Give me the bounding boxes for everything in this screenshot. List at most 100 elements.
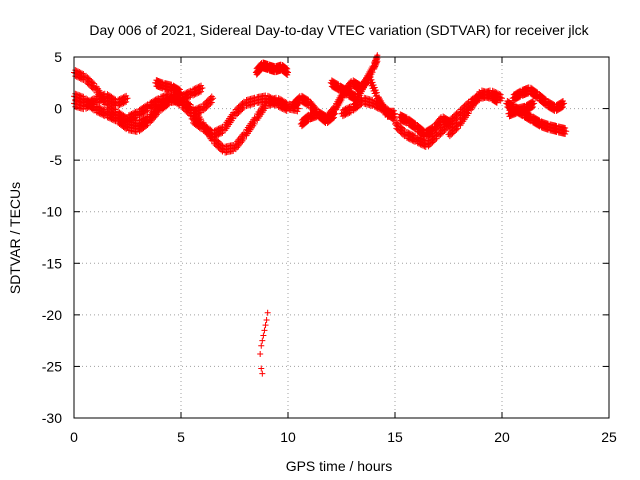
x-tick-label: 25: [601, 429, 617, 445]
data-point: [125, 118, 132, 125]
data-point: [276, 98, 283, 105]
data-point: [497, 91, 504, 98]
data-point: [494, 97, 501, 104]
data-point: [251, 100, 258, 107]
data-point: [208, 99, 215, 106]
data-point: [207, 126, 214, 133]
data-point: [561, 100, 568, 107]
data-point: [445, 116, 452, 123]
data-point: [132, 115, 139, 122]
data-point: [235, 109, 242, 116]
data-point: [371, 66, 378, 73]
data-point: [392, 115, 398, 122]
data-point: [414, 134, 421, 141]
data-point: [396, 121, 403, 128]
series-track-14: [445, 87, 501, 140]
data-point: [531, 100, 538, 107]
data-point: [163, 97, 170, 104]
data-point: [207, 100, 214, 107]
data-point: [87, 76, 94, 83]
data-point: [280, 100, 287, 107]
series-track-4: [124, 90, 217, 125]
data-point: [278, 99, 285, 106]
data-point: [441, 127, 448, 134]
data-point: [373, 60, 380, 67]
data-point: [437, 131, 444, 138]
data-point: [84, 74, 91, 81]
data-point: [304, 118, 311, 125]
data-point: [75, 68, 82, 75]
data-point: [175, 85, 182, 92]
data-point: [117, 101, 124, 108]
data-point: [428, 140, 435, 147]
data-point: [385, 106, 392, 113]
data-point: [143, 123, 150, 130]
data-point: [397, 123, 404, 130]
data-point: [528, 104, 535, 111]
data-point: [204, 103, 211, 110]
data-point: [387, 109, 394, 116]
x-tick-label: 20: [494, 429, 510, 445]
data-point: [89, 79, 96, 86]
data-point: [360, 84, 367, 91]
data-point: [129, 116, 136, 123]
data-point: [406, 130, 413, 137]
axis-ticks: 0 5 10 15 20 25 5 0 -5 -10 -15 -20 -25 -30: [42, 49, 617, 445]
y-tick-label: -25: [42, 358, 62, 374]
data-point: [393, 119, 400, 126]
data-point: [184, 103, 191, 110]
data-point: [79, 93, 86, 100]
data-point: [272, 96, 279, 103]
data-point: [535, 116, 542, 123]
data-point: [295, 105, 302, 112]
data-point: [76, 69, 83, 76]
data-point: [131, 115, 138, 122]
data-point: [429, 139, 436, 146]
data-point: [267, 94, 274, 101]
data-point: [339, 95, 346, 102]
data-point: [562, 131, 569, 138]
data-point: [164, 102, 171, 109]
data-point: [341, 112, 348, 119]
data-point: [230, 115, 237, 122]
data-point: [425, 143, 432, 150]
data-point: [77, 92, 84, 99]
data-point: [428, 130, 435, 137]
data-point: [426, 142, 433, 149]
data-point: [284, 65, 291, 72]
data-point: [559, 104, 566, 111]
data-point: [121, 119, 128, 126]
data-point: [239, 105, 246, 112]
data-point: [238, 107, 245, 114]
data-point: [378, 101, 385, 108]
data-point: [144, 121, 151, 128]
data-point: [99, 105, 106, 112]
data-point: [285, 69, 291, 76]
data-point: [271, 96, 278, 103]
data-point: [400, 125, 407, 132]
data-point: [109, 110, 116, 117]
data-point: [369, 69, 376, 76]
data-point: [329, 115, 336, 122]
data-point: [449, 130, 456, 137]
data-point: [295, 100, 302, 107]
y-tick-label: 5: [54, 49, 62, 65]
data-point: [268, 94, 275, 101]
data-point: [283, 65, 290, 72]
data-point: [398, 124, 405, 131]
data-point: [187, 93, 194, 100]
data-point: [203, 104, 210, 111]
data-point: [448, 131, 455, 138]
data-point: [436, 121, 443, 128]
data-point: [493, 93, 500, 100]
data-point: [111, 95, 118, 102]
data-point: [120, 100, 127, 107]
data-point: [232, 112, 239, 119]
data-point: [526, 111, 533, 118]
data-point: [211, 133, 218, 140]
data-point: [261, 327, 268, 334]
data-point: [115, 102, 122, 109]
data-point: [447, 121, 454, 128]
data-point: [294, 108, 301, 115]
y-tick-label: 0: [54, 101, 62, 117]
